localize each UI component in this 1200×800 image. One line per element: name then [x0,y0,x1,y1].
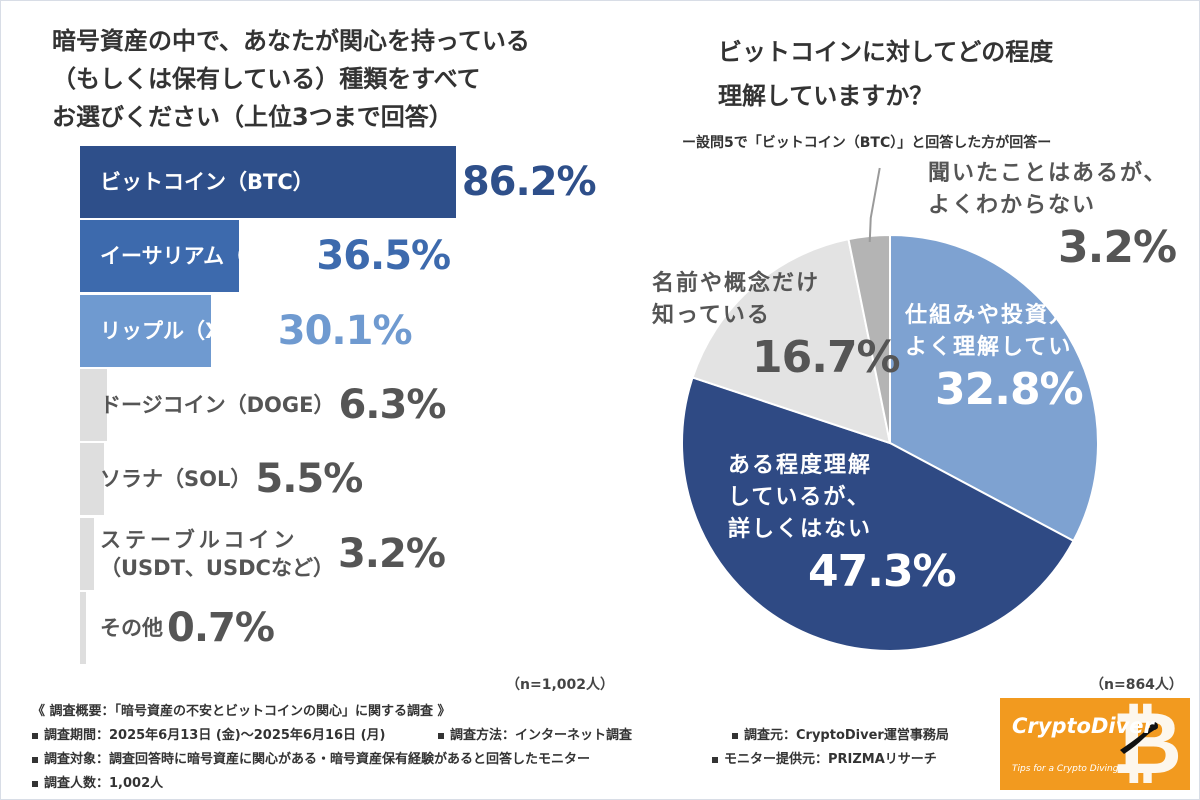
pie-slice-label-line: 知っている [652,303,771,328]
bar-value-label: 3.2% [337,530,446,577]
bar-label-line: ソラナ（SOL） [100,467,252,492]
left-title-line-1: 暗号資産の中で、あなたが関心を持っている [52,27,530,55]
bar-label: ソラナ（SOL） [100,443,251,515]
pie-slice-label: ある程度理解 しているが、 詳しくはない 47.3% [728,450,957,598]
survey-method: 調査方法：インターネット調査 [450,728,633,743]
bar-label-line: ドージコイン（DOGE） [100,392,335,417]
bar-label: イーサリアム（ETH） [100,220,312,292]
bar-value-label: 6.3% [338,381,446,428]
pie-slice-label-line: ある程度理解 [728,453,873,478]
survey-method-row: 調査方法：インターネット調査 [438,724,632,743]
bar-label: ステーブルコイン （USDT、USDCなど） [100,518,334,590]
pie-slice-label-line: よくわからない [928,193,1097,218]
bar [80,517,94,590]
bullet-square-icon [32,756,38,763]
bar-row: ビットコイン（BTC） 86.2% [80,146,640,218]
left-sample-size: （n=1,002人） [506,677,614,693]
pie-slice [691,238,892,445]
bar-row: ドージコイン（DOGE） 6.3% [80,368,640,441]
survey-period: 調査期間：2025年6月13日 (金)〜2025年6月16日 (月) [44,728,386,743]
survey-summary: 《 調査概要：「暗号資産の不安とビットコインの関心」に関する調査 》 [32,704,451,719]
bar-value-label: 5.5% [255,456,363,503]
bar [80,294,212,367]
bar-row: リップル（XRP） 30.1% [80,294,640,367]
survey-source-row: 調査元：CryptoDiver運営事務局 [732,724,949,743]
cryptodiver-logo: ₿ CryptoDiver Tips for a Crypto Diving [1000,698,1190,790]
bar-label-line: （USDT、USDCなど） [100,555,334,580]
bullet-square-icon [438,732,444,739]
pie-slice-value: 3.2% [1058,222,1177,273]
bar-label: リップル（XRP） [100,295,274,367]
pie-slice-label: 名前や概念だけ 知っている 16.7% [652,268,901,384]
survey-provider-row: モニター提供元：PRIZMAリサーチ [712,748,937,767]
pie-slice-value: 16.7% [752,332,901,383]
bar-value-label: 0.7% [167,604,275,651]
survey-count: 調査人数：1,002人 [44,776,164,791]
bar [80,443,104,516]
bitcoin-icon: ₿ [1111,698,1182,790]
bar-label-line: その他 [100,615,163,640]
right-title-line-1: ビットコインに対してどの程度 [718,38,1054,66]
bullet-square-icon [32,732,38,739]
left-chart-title: 暗号資産の中で、あなたが関心を持っている （もしくは保有している）種類をすべて … [52,22,612,136]
bar [80,368,108,441]
bar [80,220,240,293]
bar-label: ビットコイン（BTC） [100,146,314,218]
survey-provider: モニター提供元：PRIZMAリサーチ [724,752,937,767]
bar-label-line: ビットコイン（BTC） [100,170,314,194]
bar-row: イーサリアム（ETH） 36.5% [80,220,640,293]
bar-label-line: リップル（XRP） [100,318,274,343]
pie-slice-label-line: 名前や概念だけ [652,271,821,296]
survey-target: 調査対象：調査回答時に暗号資産に関心がある・暗号資産保有経験があると回答したモニ… [44,752,591,767]
pie-slice-label-line: 詳しくはない [728,517,873,542]
bullet-square-icon [32,780,38,787]
pie-slice [681,376,1075,653]
right-sample-size: （n=864人） [1090,677,1183,693]
survey-target-row: 調査対象：調査回答時に暗号資産に関心がある・暗号資産保有経験があると回答したモニ… [32,748,590,767]
left-title-line-3: お選びください（上位3つまで回答） [52,103,453,131]
bar-label-line: イーサリアム（ETH） [100,244,313,269]
right-title-line-2: 理解していますか？ [718,82,934,110]
pie-slice-label: 仕組みや投資方法を よく理解している 32.8% [905,300,1121,416]
logo-brand: CryptoDiver [1012,714,1154,738]
bar-value-label: 30.1% [277,307,413,354]
diver-icon [1120,722,1158,754]
pie-slice-label-line: しているが、 [728,485,871,510]
pie-slice-label: 聞いたことはあるが、 よくわからない 3.2% [928,158,1177,274]
logo-tagline: Tips for a Crypto Diving [1012,764,1119,774]
bar-row: その他 0.7% [80,591,640,664]
pie-slice [889,233,1099,543]
survey-count-row: 調査人数：1,002人 [32,772,163,791]
pie-slice-label-line: 仕組みや投資方法を [905,303,1122,328]
pie-slice-label-line: よく理解している [905,335,1097,360]
bar-row: ステーブルコイン （USDT、USDCなど） 3.2% [80,517,640,590]
survey-source: 調査元：CryptoDiver運営事務局 [744,728,949,743]
left-title-line-2: （もしくは保有している）種類をすべて [52,65,481,93]
bar [80,146,456,218]
pie-slice-label-line: 聞いたことはあるが、 [928,161,1168,186]
pie-slice-value: 47.3% [808,546,957,597]
bar-label: ドージコイン（DOGE） [100,369,334,441]
bar-label-line: ステーブルコイン [100,527,299,552]
bar [80,591,86,664]
bar-value-label: 86.2% [461,159,597,205]
leader-line [868,167,881,243]
right-chart-subtitle: ー設問5で「ビットコイン（BTC）」と回答した方が回答ー [682,135,1052,151]
bar-value-label: 36.5% [316,233,451,280]
pie-slice-value: 32.8% [935,364,1084,415]
bullet-square-icon [712,756,718,763]
bullet-square-icon [732,732,738,739]
bar-label: その他 [100,592,163,664]
bar-row: ソラナ（SOL） 5.5% [80,443,640,516]
right-chart-title: ビットコインに対してどの程度 理解していますか？ [718,30,1178,118]
survey-period-row: 調査期間：2025年6月13日 (金)〜2025年6月16日 (月) [32,724,385,743]
